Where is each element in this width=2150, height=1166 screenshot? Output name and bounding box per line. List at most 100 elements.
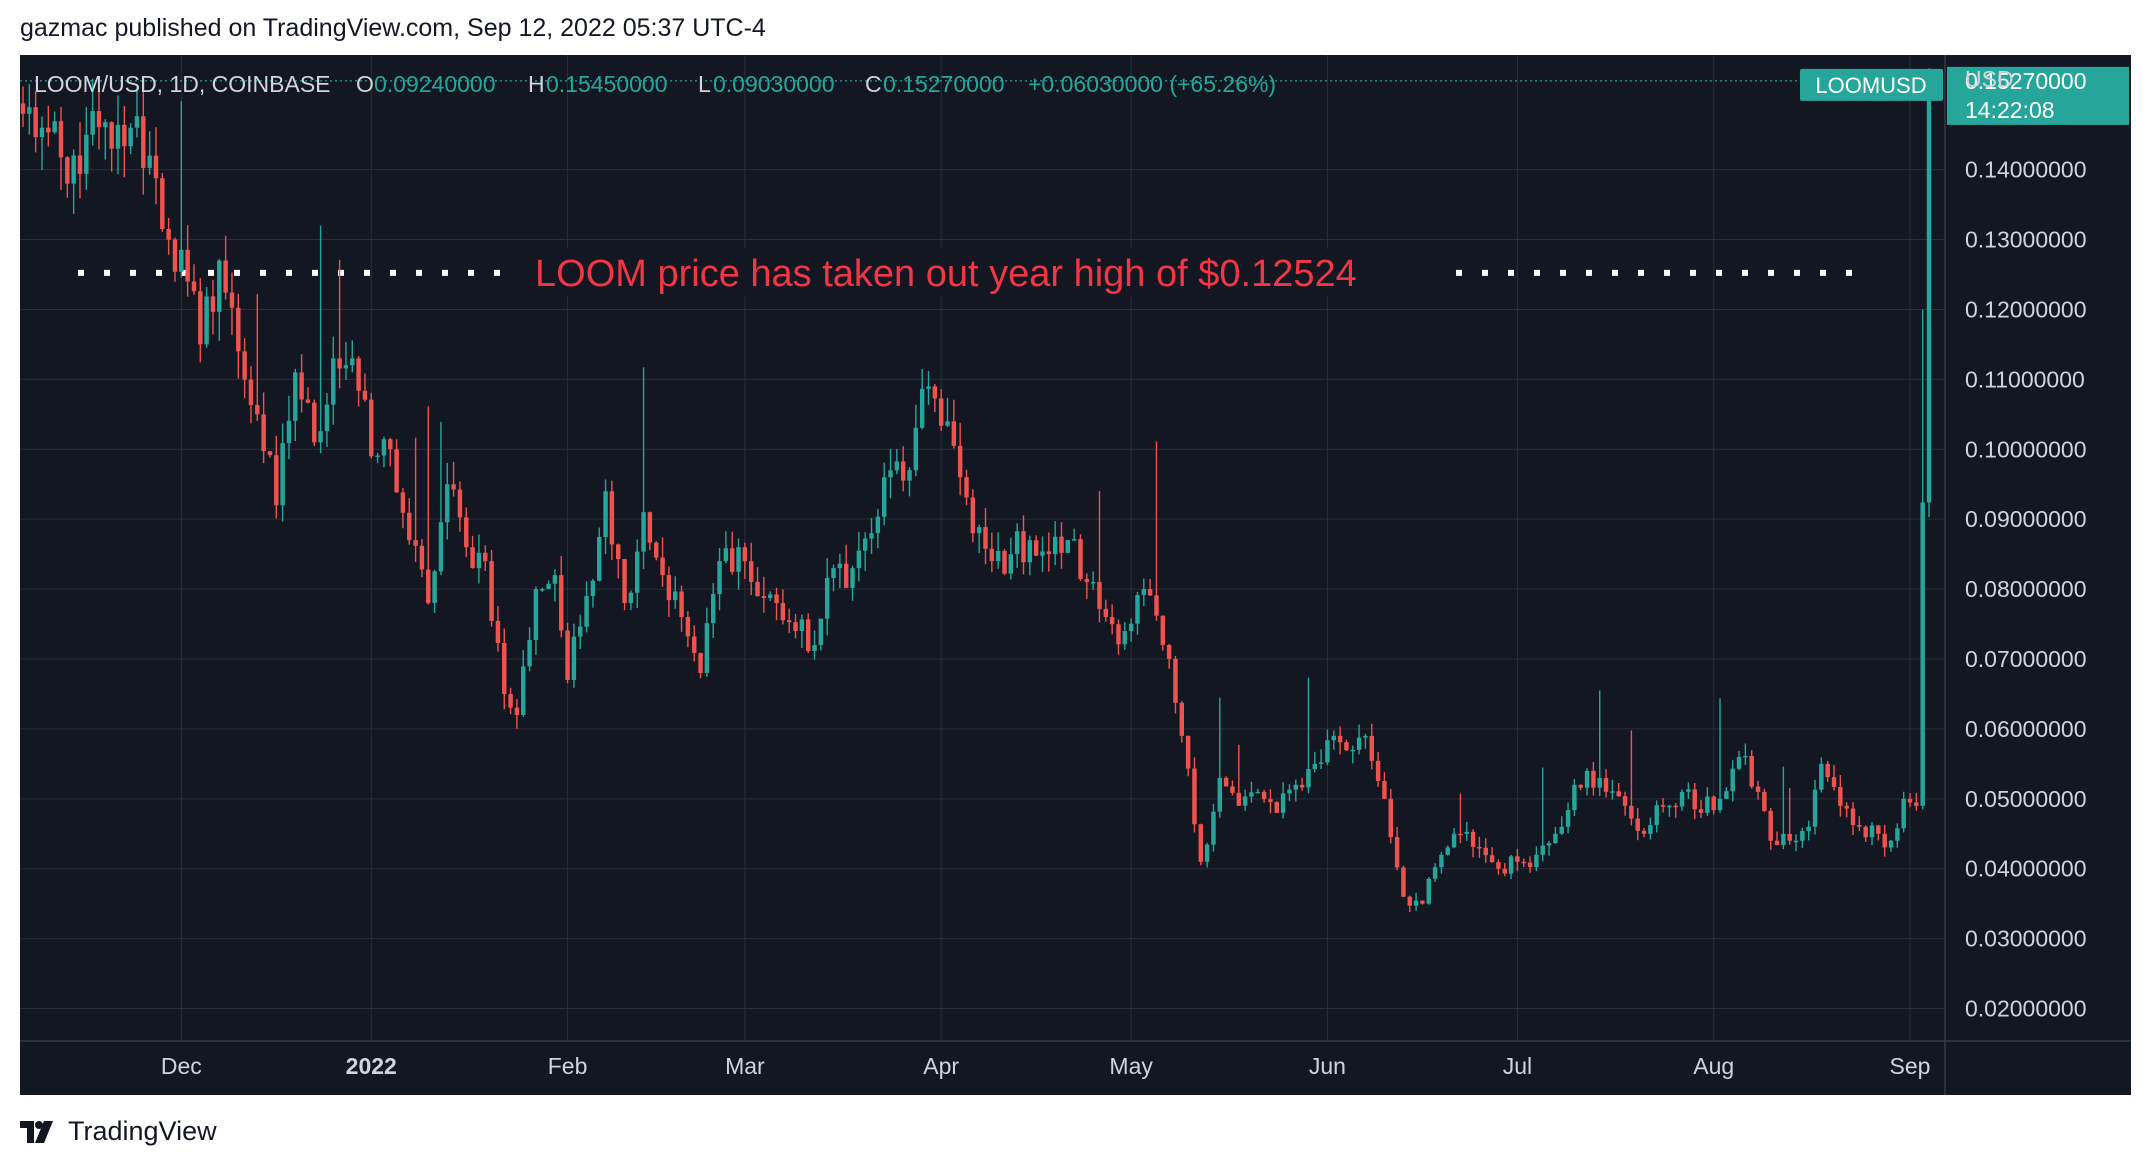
candle-body xyxy=(90,111,95,135)
candle-body xyxy=(1325,740,1330,763)
candle-body xyxy=(1546,843,1552,846)
symbol-tag-background xyxy=(1800,68,1943,101)
time-tick-label: Aug xyxy=(1693,1053,1734,1079)
bar-countdown: 14:22:08 xyxy=(1965,97,2055,123)
candle-body xyxy=(172,239,178,272)
legend-open-value: 0.09240000 xyxy=(374,71,496,97)
candle-body xyxy=(1217,777,1223,812)
candle-body xyxy=(1350,749,1355,752)
candle-body xyxy=(983,527,988,549)
candle-body xyxy=(375,455,380,458)
candle-body xyxy=(1382,781,1387,799)
candle-body xyxy=(521,666,526,715)
candle-body xyxy=(438,522,444,572)
candle-body xyxy=(692,636,697,654)
candle-body xyxy=(1489,855,1495,863)
candle-body xyxy=(1559,826,1564,834)
candle-body xyxy=(1236,792,1242,806)
candle-body xyxy=(881,477,887,517)
candle-body xyxy=(394,449,399,493)
candle-body xyxy=(166,229,171,240)
candle-body xyxy=(1565,810,1571,827)
candle-body xyxy=(1242,796,1248,806)
candle-body xyxy=(128,127,133,147)
candle-body xyxy=(261,414,266,452)
candle-body xyxy=(255,405,260,415)
candle-body xyxy=(1401,867,1406,897)
candle-body xyxy=(812,645,817,651)
candle-body xyxy=(964,477,969,498)
candle-body xyxy=(331,358,336,405)
candle-body xyxy=(1185,735,1191,769)
candle-body xyxy=(426,569,431,604)
candle-body xyxy=(616,544,621,559)
candle-body xyxy=(464,517,469,548)
candle-body xyxy=(1641,830,1647,834)
candle-body xyxy=(1793,840,1799,843)
candle-body xyxy=(900,461,906,481)
candle-body xyxy=(1477,846,1482,849)
candle-body xyxy=(976,527,982,534)
candle-body xyxy=(1705,796,1710,813)
currency-label[interactable]: USD xyxy=(1965,66,2014,92)
candle-body xyxy=(1749,755,1754,787)
price-tick-label: 0.12000000 xyxy=(1965,296,2087,322)
candle-body xyxy=(654,542,659,558)
candle-body xyxy=(1084,578,1090,583)
candle-body xyxy=(635,551,640,593)
price-tick-label: 0.06000000 xyxy=(1965,716,2087,742)
candle-body xyxy=(837,563,843,569)
chart-canvas[interactable]: LOOM price has taken out year high of $0… xyxy=(20,55,2131,1095)
grid-layer xyxy=(20,55,1945,1040)
candle-body xyxy=(1838,786,1843,806)
candle-body xyxy=(1667,805,1672,808)
candle-body xyxy=(970,497,976,534)
candle-body xyxy=(495,620,501,644)
candle-body xyxy=(381,439,387,456)
candle-body xyxy=(894,461,900,471)
candle-body xyxy=(1306,769,1311,788)
legend-close-value: 0.15270000 xyxy=(883,71,1005,97)
candle-body xyxy=(1819,763,1824,790)
candle-body xyxy=(103,122,108,128)
legend-high-label: H xyxy=(528,71,545,97)
candle-body xyxy=(58,121,64,158)
candle-body xyxy=(584,596,589,627)
price-axis[interactable]: 0.02000000 0.03000000 0.04000000 0.05000000… xyxy=(1944,55,2087,1095)
tradingview-logo[interactable]: TradingView xyxy=(20,1116,217,1147)
time-axis[interactable]: Dec 2022 Feb Mar Apr May Jun Jul Aug Sep xyxy=(20,1040,2131,1079)
candle-body xyxy=(1914,802,1919,806)
candle-body xyxy=(951,421,957,446)
candle-body xyxy=(350,358,355,366)
ohlc-legend: LOOM/USD, 1D, COINBASE O 0.09240000 H 0.… xyxy=(34,71,1276,97)
candle-body xyxy=(1312,763,1317,770)
candle-body xyxy=(1584,770,1590,788)
candle-body xyxy=(489,561,494,621)
candle-body xyxy=(1375,760,1381,782)
price-tick-label: 0.08000000 xyxy=(1965,576,2087,602)
candle-body xyxy=(77,155,83,174)
candle-body xyxy=(1635,818,1640,831)
candle-body xyxy=(1211,811,1216,845)
candle-body xyxy=(1033,540,1039,556)
legend-low-label: L xyxy=(698,71,711,97)
candle-body xyxy=(1065,540,1071,553)
candle-body xyxy=(39,127,45,138)
candle-body xyxy=(1223,777,1229,787)
candle-body xyxy=(223,260,228,293)
candle-body xyxy=(723,548,729,562)
candle-body xyxy=(122,124,127,147)
candle-body xyxy=(191,281,197,292)
candle-body xyxy=(419,545,425,570)
candle-body xyxy=(736,547,741,572)
time-tick-label: 2022 xyxy=(346,1053,397,1079)
candle-body xyxy=(96,111,102,128)
candle-body xyxy=(1850,808,1856,826)
price-chart[interactable]: LOOM price has taken out year high of $0… xyxy=(20,55,2131,1095)
candle-body xyxy=(1204,844,1210,862)
candle-body xyxy=(407,512,412,541)
candle-body xyxy=(799,619,805,632)
candle-body xyxy=(1008,554,1014,574)
candle-body xyxy=(248,379,254,406)
candle-body xyxy=(502,643,507,694)
